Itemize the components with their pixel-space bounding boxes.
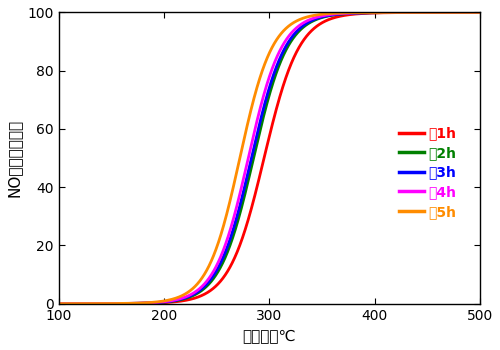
- ：2h: [260, 114, 266, 118]
- ：2h: [388, 10, 394, 15]
- ：1h: [250, 203, 256, 207]
- ：2h: [56, 302, 62, 306]
- ：4h: [56, 302, 62, 306]
- ：4h: [260, 94, 266, 98]
- ：1h: [56, 302, 62, 306]
- ：4h: [464, 10, 470, 15]
- ：3h: [388, 10, 394, 15]
- ：4h: [388, 10, 394, 15]
- ：5h: [464, 10, 470, 15]
- ：5h: [260, 65, 266, 69]
- ：1h: [388, 10, 394, 15]
- ：1h: [477, 10, 483, 15]
- ：3h: [77, 302, 83, 306]
- Legend: ：1h, ：2h, ：3h, ：4h, ：5h: ：1h, ：2h, ：3h, ：4h, ：5h: [395, 122, 460, 223]
- ：4h: [250, 138, 256, 142]
- ：4h: [477, 10, 483, 15]
- ：3h: [464, 10, 470, 15]
- Y-axis label: NO転換率　／％: NO転換率 ／％: [7, 119, 22, 197]
- ：5h: [250, 102, 256, 106]
- X-axis label: 温度　／℃: 温度 ／℃: [242, 328, 296, 343]
- ：5h: [464, 10, 470, 15]
- ：4h: [464, 10, 470, 15]
- ：4h: [77, 302, 83, 306]
- Line: ：3h: ：3h: [58, 13, 480, 304]
- ：2h: [77, 302, 83, 306]
- ：3h: [464, 10, 470, 15]
- ：3h: [250, 152, 256, 156]
- Line: ：2h: ：2h: [58, 13, 480, 304]
- ：2h: [250, 161, 256, 165]
- ：3h: [56, 302, 62, 306]
- ：5h: [477, 10, 483, 15]
- ：1h: [464, 10, 470, 15]
- ：2h: [464, 10, 470, 15]
- Line: ：4h: ：4h: [58, 13, 480, 304]
- Line: ：5h: ：5h: [58, 13, 480, 304]
- ：3h: [477, 10, 483, 15]
- ：5h: [77, 301, 83, 306]
- ：1h: [77, 302, 83, 306]
- ：1h: [260, 158, 266, 162]
- ：2h: [464, 10, 470, 15]
- ：1h: [464, 10, 470, 15]
- Line: ：1h: ：1h: [58, 13, 480, 304]
- ：2h: [477, 10, 483, 15]
- ：5h: [388, 10, 394, 15]
- ：3h: [260, 106, 266, 110]
- ：5h: [56, 302, 62, 306]
